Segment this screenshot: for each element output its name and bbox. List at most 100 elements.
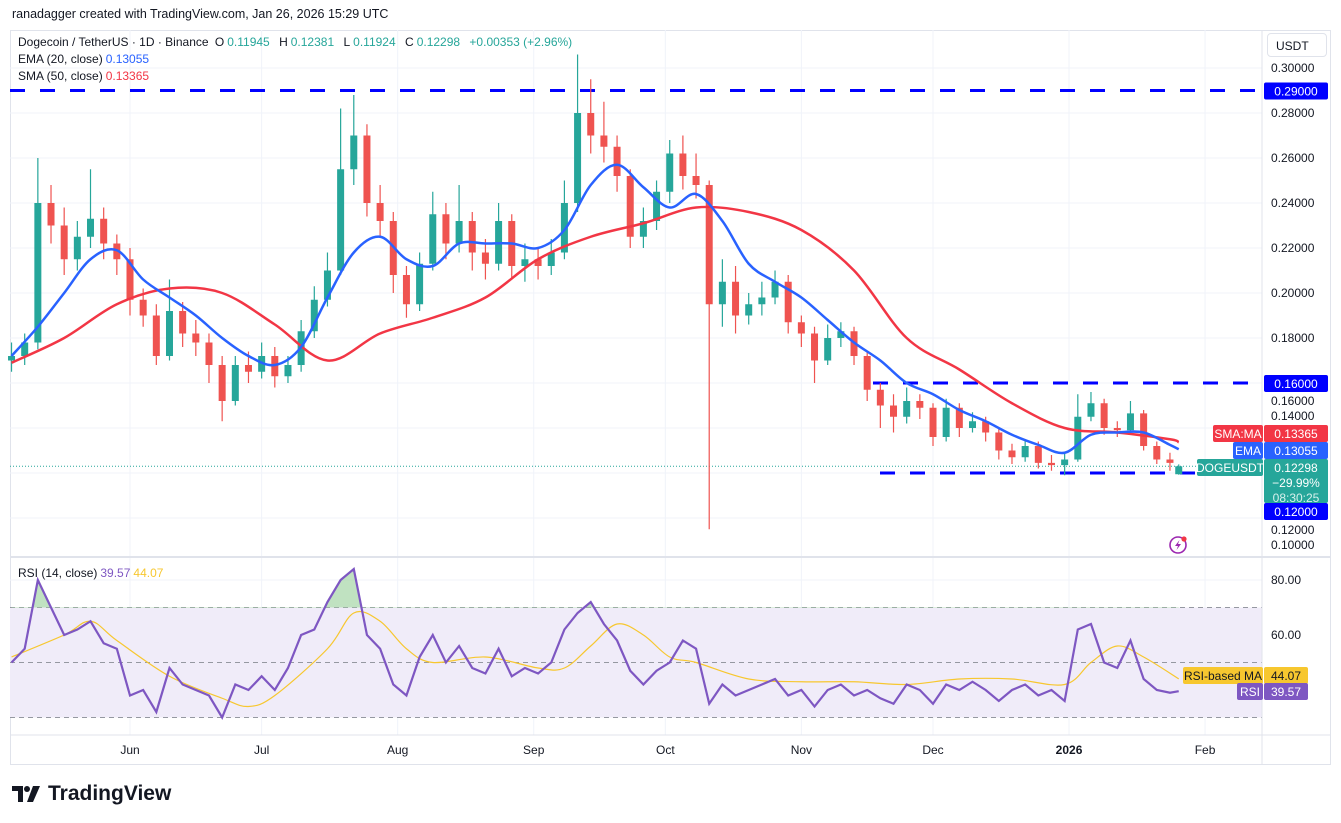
candle-body [1175,466,1183,475]
candle-body [152,315,160,356]
low-value: 0.11924 [353,35,396,49]
ema-value-tag: 0.13055 [1264,442,1328,459]
candle-body [995,432,1003,451]
candle-body [1100,403,1108,428]
last-price-tag-bg [1264,459,1328,503]
candle-body [903,401,911,417]
last-price-tag-text: 0.12298 [1274,461,1318,475]
level-160-tag-text: 0.16000 [1274,377,1318,391]
candle-body [587,113,595,136]
rsi-value-tag-bg [1264,683,1308,700]
candle-body [547,252,555,266]
candle-body [692,176,700,185]
candle-body [1140,413,1148,446]
candle-body [613,146,621,176]
candle-body [1153,446,1161,460]
candle-body [600,135,608,147]
candle-body [732,281,740,316]
candle-body [179,311,187,334]
candle-body [718,281,726,305]
brand-name: TradingView [48,782,172,805]
candle-body [165,311,173,356]
rsi-ma-value: 44.07 [133,566,164,580]
time-tick-label: Dec [922,743,943,757]
rsi-line [10,566,1179,720]
horizontal-levels [10,89,1262,475]
price-tick-label: 0.18000 [1271,331,1315,345]
candle-body [363,135,371,203]
candle-body [1021,446,1029,458]
level-160-tag-bg [1264,375,1328,392]
candle-body [784,281,792,323]
price-tick-label: 0.10000 [1271,538,1315,552]
candle-body [745,304,753,316]
sma-value-tag-bg [1264,425,1328,442]
candle-body [863,356,871,390]
time-tick-label: Jul [254,743,269,757]
candle-body [876,389,884,406]
candle-body [666,153,674,192]
chart-frame [10,30,1331,765]
candle-body [521,259,529,266]
tradingview-logo[interactable]: TradingView [12,782,171,806]
time-tick-label: Nov [791,743,812,757]
time-tick-label: Feb [1195,743,1216,757]
axes: 0.30000 0.28000 0.26000 0.24000 0.22000 0.200… [120,61,1314,757]
candle-body [455,221,463,244]
high-value: 0.12381 [290,35,335,49]
candle-body [890,405,898,417]
candle-body [929,407,937,437]
candle-body [310,299,318,332]
candle-body [350,135,358,170]
time-tick-label: Sep [523,743,545,757]
currency-unit-button[interactable]: USDT [1267,33,1327,57]
sma-name-tag: SMA:MA [1213,425,1263,442]
time-tick-label: Aug [387,743,408,757]
candle-body [679,153,687,176]
symbol-name[interactable]: Dogecoin / TetherUS · 1D · Binance [18,35,209,49]
candles [8,54,1183,530]
rsi-ma-value-tag-bg [1264,667,1308,684]
time-tick-label: 2026 [1056,743,1083,757]
candle-body [376,203,384,221]
ema-legend[interactable]: EMA (20, close) 0.13055 [18,52,150,66]
ema-20-line [10,163,1180,455]
candle-body [1034,446,1042,463]
candle-body [139,299,147,316]
price-tick-label: 0.26000 [1271,151,1315,165]
ema-name-tag: EMA [1233,442,1263,459]
candle-body [218,365,226,401]
candle-body [416,263,424,305]
candle-body [758,297,766,305]
candle-body [429,214,437,264]
candle-body [323,270,331,300]
candle-body [811,333,819,361]
candle-body [942,407,950,437]
price-tick-label: 0.12000 [1271,523,1315,537]
candle-body [1008,450,1016,458]
candle-body [8,356,16,361]
time-tick-label: Jun [120,743,139,757]
rsi-value: 39.57 [100,566,131,580]
candle-body [968,421,976,428]
candle-body [481,252,489,264]
sma-legend[interactable]: SMA (50, close) 0.13365 [18,69,150,83]
candle-body [574,113,582,203]
candle-body [705,185,713,305]
lightning-alert-icon[interactable] [1169,536,1187,554]
candle-body [534,259,542,266]
rsi-ma-line [11,610,1180,708]
price-tick-label: 0.28000 [1271,106,1315,120]
candle-body [916,401,924,408]
rsi-name-tag-bg [1237,683,1263,700]
level-290-tag-bg [1264,82,1328,100]
change-value: +0.00353 (+2.96%) [469,35,573,49]
rsi-legend[interactable]: RSI (14, close) 39.57 44.07 [18,566,164,580]
candle-body [73,236,81,260]
price-tick-label: 0.20000 [1271,286,1315,300]
level-120-tag: 0.12000 [1264,503,1328,520]
price-tick-label: 0.30000 [1271,61,1315,75]
tradingview-logo-icon [12,786,40,802]
